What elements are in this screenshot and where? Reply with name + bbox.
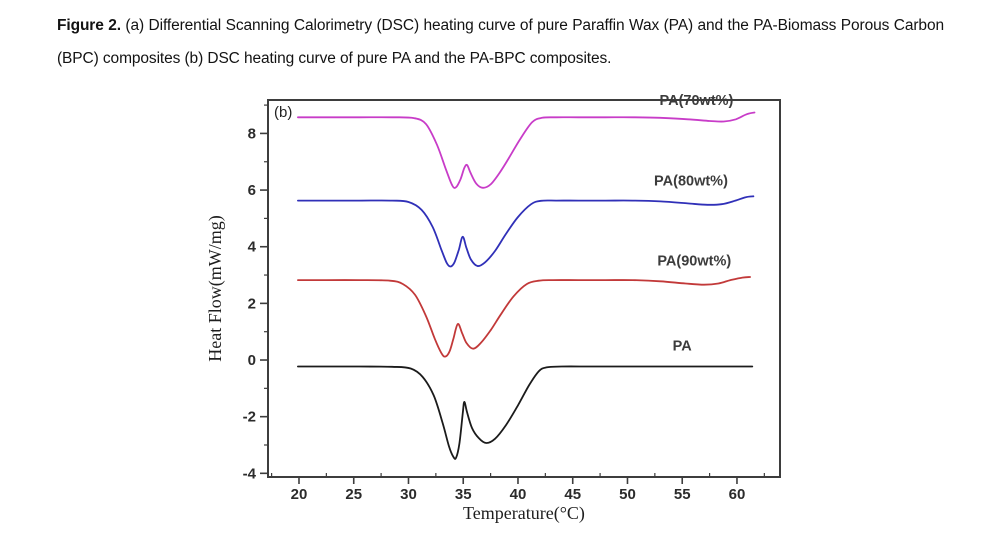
x-tick-label: 35	[455, 486, 472, 503]
x-tick-label: 25	[345, 486, 362, 503]
panel-label: (b)	[274, 104, 292, 121]
series-label-pa-90wt: PA(90wt%)	[657, 253, 731, 269]
x-tick-label: 45	[564, 486, 581, 503]
y-tick-label: 8	[248, 125, 256, 142]
figure-caption-text: (a) Differential Scanning Calorimetry (D…	[57, 17, 944, 67]
x-tick-label: 60	[729, 486, 746, 503]
series-label-pa-70wt: PA(70wt%)	[660, 93, 734, 109]
y-axis-title: Heat Flow(mW/mg)	[205, 215, 226, 361]
y-tick-label: 0	[248, 352, 256, 369]
x-tick-label: 55	[674, 486, 691, 503]
x-tick-label: 30	[400, 486, 417, 503]
series-line-pa-80wt	[297, 195, 755, 268]
series-line-pa-90wt	[297, 276, 751, 358]
y-tick-label: 2	[248, 295, 256, 312]
series-line-pa-70wt	[297, 111, 756, 189]
series-label-pa: PA	[673, 338, 693, 354]
plot-frame	[267, 99, 781, 478]
x-tick-label: 40	[510, 486, 527, 503]
x-tick-label: 20	[291, 486, 308, 503]
x-axis-title: Temperature(°C)	[463, 503, 585, 524]
y-tick-label: -4	[243, 465, 257, 482]
y-tick-label: -2	[243, 409, 256, 426]
figure-caption-label: Figure 2.	[57, 17, 121, 34]
figure-caption: Figure 2. (a) Differential Scanning Calo…	[57, 9, 944, 75]
y-tick-label: 4	[248, 239, 257, 256]
series-line-pa	[297, 365, 754, 460]
x-tick-label: 50	[619, 486, 636, 503]
y-tick-label: 6	[248, 182, 256, 199]
series-label-pa-80wt: PA(80wt%)	[654, 173, 728, 189]
